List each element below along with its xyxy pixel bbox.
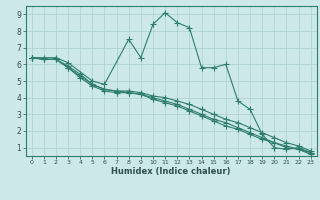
- X-axis label: Humidex (Indice chaleur): Humidex (Indice chaleur): [111, 167, 231, 176]
